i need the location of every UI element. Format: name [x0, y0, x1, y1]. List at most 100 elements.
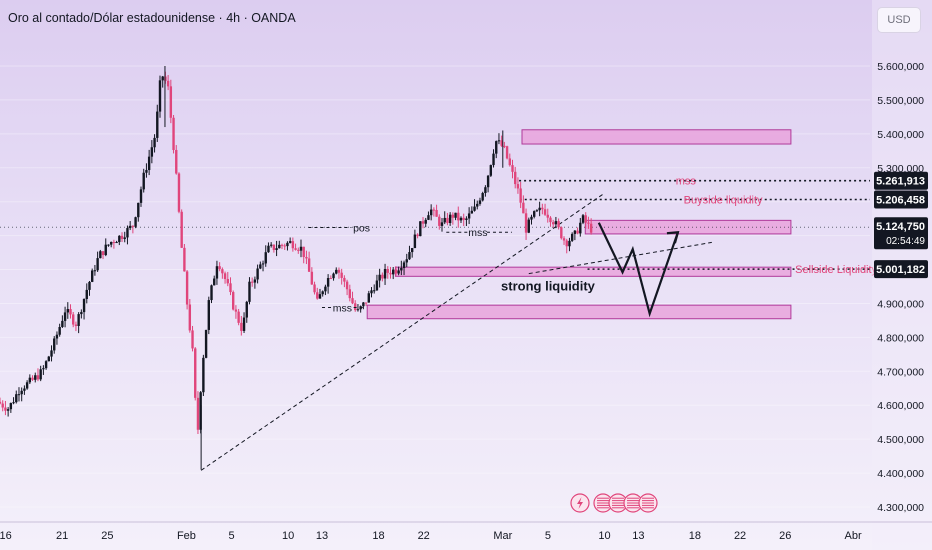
candle-body: [188, 304, 192, 331]
candle-body: [562, 238, 566, 241]
candle-body: [416, 234, 419, 237]
candle-body: [210, 285, 213, 301]
candle-body: [0, 401, 2, 404]
candle-body: [158, 80, 162, 112]
candle-body: [557, 221, 560, 228]
last-price-text: 5.124,750: [876, 221, 925, 233]
candle-body: [533, 211, 536, 217]
economic-events[interactable]: [570, 493, 658, 513]
candle-body: [47, 356, 51, 362]
candle-body: [36, 375, 40, 380]
candle-body: [55, 334, 59, 339]
candle-body: [248, 281, 251, 302]
candle-body: [107, 244, 110, 246]
candle-body: [280, 244, 284, 246]
trendline: [200, 192, 605, 471]
candle-body: [166, 80, 170, 87]
candle-body: [413, 234, 417, 249]
candle-body: [267, 245, 270, 253]
candle-body: [514, 171, 517, 185]
candle-body: [131, 225, 135, 227]
time-tick-label: 18: [689, 530, 701, 542]
candle-body: [85, 289, 88, 300]
liquidity-zone: [366, 304, 792, 320]
candle-body: [549, 217, 552, 223]
candle-body: [383, 269, 387, 279]
candle-body: [286, 242, 289, 247]
candle-body: [17, 394, 21, 396]
candle-body: [459, 217, 463, 221]
candle-body: [34, 375, 37, 380]
candle-body: [400, 268, 403, 271]
candle-body: [451, 214, 455, 218]
candle-body: [473, 206, 476, 211]
candle-body: [465, 218, 468, 220]
candle-body: [101, 251, 105, 256]
candle-body: [435, 209, 438, 217]
candle-body: [329, 278, 333, 280]
time-axis[interactable]: 16 21 25 Feb 5 10 13 18 22 Mar 5 10 13 18 22 26 Abr: [0, 521, 932, 542]
candle-body: [6, 409, 10, 411]
price-tick-label: 4.500,000: [877, 434, 924, 446]
candle-body: [432, 209, 436, 211]
candle-body: [381, 274, 384, 279]
candle-body: [66, 309, 69, 313]
candle-body: [305, 256, 308, 259]
candle-body: [253, 279, 257, 283]
candle-body: [535, 210, 539, 212]
candle-body: [25, 382, 29, 389]
price-axis[interactable]: 4.300,000 4.400,000 4.500,000 4.600,000 4.70…: [872, 0, 932, 550]
candle-body: [484, 187, 487, 194]
candle-body: [340, 272, 343, 278]
candle-body: [118, 235, 121, 243]
time-tick-label: 25: [101, 530, 113, 542]
candle-body: [573, 230, 577, 234]
annotation-label: mss: [468, 227, 487, 239]
price-label-text: 5.261,913: [876, 176, 925, 188]
text-annotations: pos mss mss strong liquidity: [308, 222, 596, 315]
candle-body: [348, 289, 352, 299]
candle-body: [202, 357, 205, 393]
candle-body: [53, 338, 56, 351]
candle-body: [229, 283, 232, 293]
currency-button[interactable]: USD: [877, 7, 921, 33]
candle-body: [291, 241, 295, 249]
candle-body: [438, 216, 441, 226]
candle-body: [511, 165, 514, 172]
candle-body: [324, 286, 327, 292]
candle-body: [42, 368, 45, 370]
time-tick-label: 5: [229, 530, 235, 542]
candle-body: [123, 237, 126, 239]
candle-body: [584, 215, 587, 223]
candle-body: [9, 403, 13, 410]
candle-body: [313, 284, 316, 293]
candle-body: [115, 242, 118, 244]
candle-body: [391, 269, 395, 275]
level-label: Buyside liquidity: [684, 195, 763, 207]
candle-body: [161, 76, 164, 81]
projection-path: [597, 222, 679, 318]
candle-body: [373, 290, 376, 292]
candle-body: [332, 273, 335, 279]
price-tick-label: 4.700,000: [877, 366, 924, 378]
candle-body: [440, 222, 444, 226]
projection-arrow: [597, 222, 680, 318]
candle-body: [272, 244, 276, 250]
candle-body: [527, 219, 530, 233]
candle-body: [259, 264, 262, 269]
price-tick-label: 5.400,000: [877, 129, 924, 141]
candle-body: [446, 217, 449, 224]
candle-body: [177, 173, 181, 212]
candle-body: [109, 241, 113, 245]
candle-body: [93, 270, 97, 272]
time-tick-label: 26: [779, 530, 791, 542]
candle-body: [288, 241, 292, 243]
candle-body: [221, 269, 224, 274]
time-tick-label: Feb: [177, 530, 196, 542]
candle-body: [410, 248, 414, 253]
candle-body: [74, 324, 78, 326]
candle-body: [191, 330, 194, 349]
candle-body: [541, 207, 544, 210]
candle-body: [397, 270, 400, 274]
